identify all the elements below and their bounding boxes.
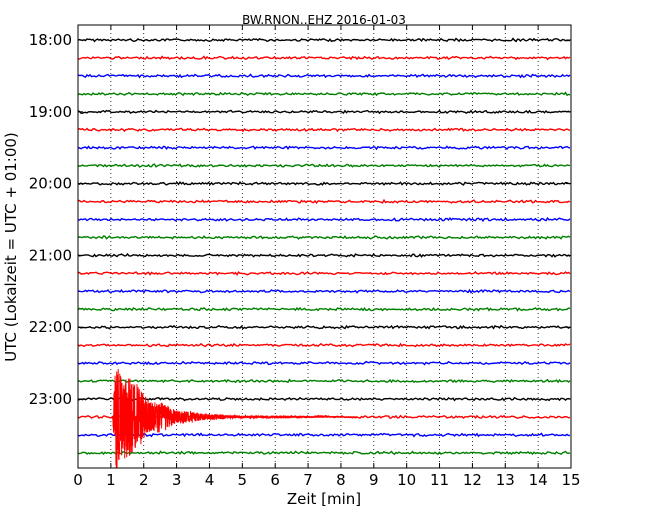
trace-line: [77, 288, 571, 294]
event-waveform-line: [112, 369, 358, 468]
x-tick-label: 1: [106, 471, 116, 489]
trace-line: [77, 342, 571, 348]
x-tick-label: 0: [73, 471, 83, 489]
plot-frame: [77, 24, 572, 469]
x-tick-label: 13: [496, 471, 515, 489]
x-tick-label: 9: [369, 471, 379, 489]
x-tick-label: 12: [463, 471, 482, 489]
x-tick-label: 2: [139, 471, 149, 489]
trace-line: [77, 91, 571, 97]
x-tick-label: 6: [270, 471, 280, 489]
trace-line: [77, 396, 571, 402]
grid-lines: [110, 25, 539, 468]
trace-line: [77, 73, 571, 79]
y-tick-label: 19:00: [29, 103, 72, 121]
trace-lines: [77, 37, 571, 456]
x-tick-label: 14: [529, 471, 548, 489]
y-tick-label: 23:00: [29, 390, 72, 408]
trace-line: [77, 37, 571, 43]
trace-line: [77, 450, 571, 456]
event-waveform: [112, 369, 358, 468]
trace-line: [77, 127, 571, 133]
trace-line: [77, 55, 571, 61]
trace-line: [77, 252, 571, 258]
x-axis-label: Zeit [min]: [287, 490, 361, 508]
x-tick-label: 10: [397, 471, 416, 489]
trace-line: [77, 216, 571, 223]
y-tick-label: 18:00: [29, 31, 72, 49]
x-tick-label: 7: [303, 471, 313, 489]
trace-line: [77, 360, 571, 366]
y-tick-label: 22:00: [29, 318, 72, 336]
x-tick-label: 3: [172, 471, 182, 489]
trace-line: [77, 306, 571, 312]
y-tick-label: 20:00: [29, 175, 72, 193]
x-tick-label: 4: [205, 471, 215, 489]
x-tick-label: 15: [561, 471, 580, 489]
trace-line: [77, 163, 571, 168]
trace-line: [77, 378, 571, 384]
chart-title: BW.RNON..EHZ 2016-01-03: [242, 13, 406, 27]
x-tick-label: 5: [238, 471, 248, 489]
trace-line: [77, 180, 571, 186]
trace-line: [77, 271, 571, 276]
trace-line: [77, 145, 571, 151]
y-tick-label: 21:00: [29, 246, 72, 264]
x-axis-ticks: 0 1 2 3 4 5 6 7 8 9 10 11 12 13 14 15: [73, 25, 581, 489]
trace-line: [77, 235, 571, 240]
trace-line: [77, 198, 571, 205]
x-tick-label: 8: [336, 471, 346, 489]
trace-line: [77, 109, 571, 115]
trace-line: [77, 432, 571, 438]
x-tick-label: 11: [430, 471, 449, 489]
trace-line: [77, 324, 571, 330]
y-axis-ticks: 18:00 19:00 20:00 21:00 22:00 23:00: [29, 31, 571, 408]
y-axis-label: UTC (Lokalzeit = UTC + 01:00): [2, 132, 20, 362]
